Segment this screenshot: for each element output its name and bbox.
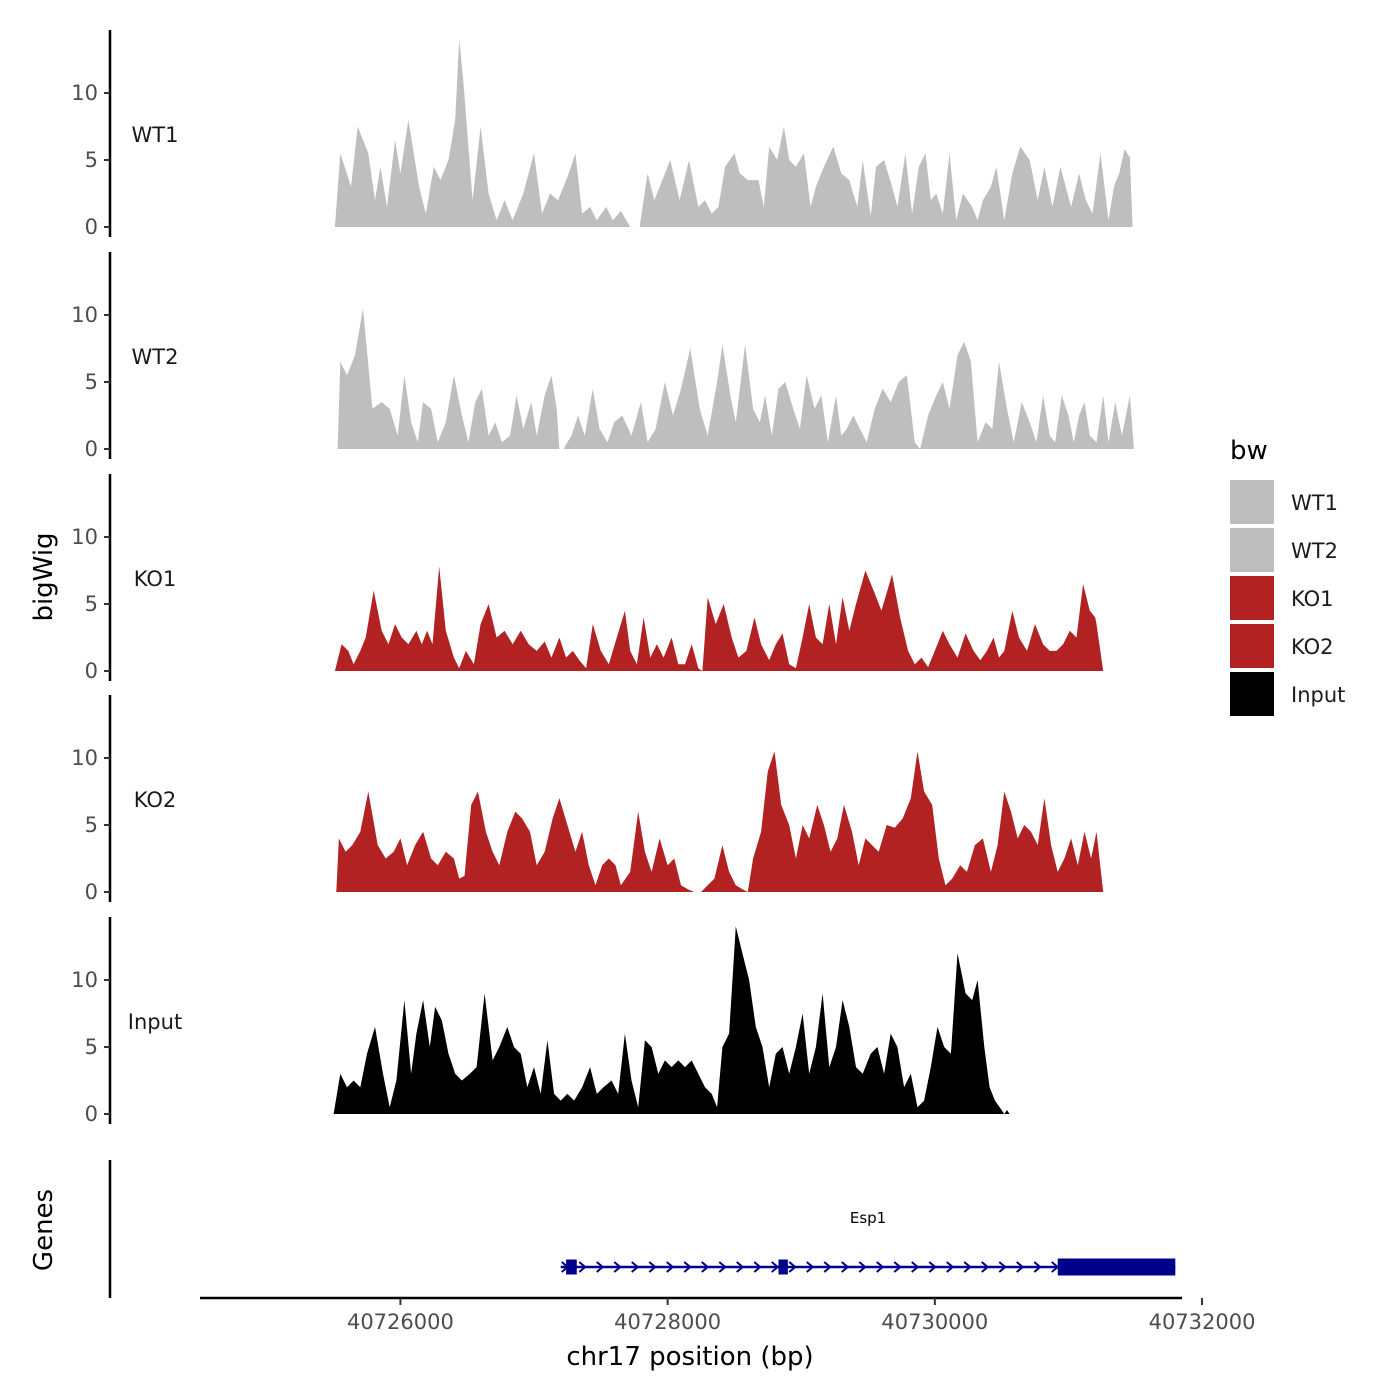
strand-arrow	[963, 1261, 972, 1273]
legend-label-wt2: WT2	[1291, 539, 1338, 563]
legend-swatch-wt2	[1230, 528, 1274, 572]
strand-arrow	[753, 1261, 762, 1273]
track-area-ko1	[334, 566, 1104, 671]
track-area-ko2	[336, 751, 1104, 892]
strand-arrow	[718, 1261, 727, 1273]
y-tick-label: 0	[85, 215, 98, 239]
strand-arrow	[771, 1261, 780, 1273]
y-tick-label: 5	[85, 148, 98, 172]
track-label-wt2: WT2	[132, 345, 179, 369]
track-ko1: KO1 0 5 10	[71, 474, 1104, 683]
y-tick-label: 10	[71, 746, 98, 770]
y-tick-label: 5	[85, 1035, 98, 1059]
gene-name-label: Esp1	[850, 1209, 886, 1227]
x-tick-label: 40732000	[1149, 1310, 1256, 1334]
y-tick-label: 5	[85, 592, 98, 616]
y-axis-title: bigWig	[29, 532, 59, 621]
genes-layer: Esp1	[560, 1209, 1176, 1276]
strand-arrow	[701, 1261, 710, 1273]
y-tick-label: 5	[85, 370, 98, 394]
strand-arrow	[1051, 1261, 1060, 1273]
strand-arrow	[648, 1261, 657, 1273]
y-tick-label: 0	[85, 1102, 98, 1126]
legend: bw WT1 WT2 KO1 KO2 Input	[1230, 436, 1345, 716]
strand-arrow	[946, 1261, 955, 1273]
strand-arrow	[806, 1261, 815, 1273]
legend-label-wt1: WT1	[1291, 491, 1338, 515]
gene-exon	[1057, 1258, 1176, 1276]
legend-swatch-input	[1230, 672, 1274, 716]
y-tick-label: 0	[85, 659, 98, 683]
tracks-layer: WT1 0 5 10 WT2 0 5 10 KO1 0 5 10 KO2 0 5 10 Input 0 5 10	[71, 30, 1134, 1126]
legend-swatch-ko2	[1230, 624, 1274, 668]
track-area-wt2	[337, 308, 1134, 449]
strand-arrow	[858, 1261, 867, 1273]
x-axis-title: chr17 position (bp)	[566, 1342, 813, 1372]
gene-exon	[566, 1259, 577, 1275]
y-tick-label: 0	[85, 880, 98, 904]
strand-arrow	[788, 1261, 797, 1273]
legend-title: bw	[1230, 436, 1268, 466]
strand-arrow	[578, 1261, 587, 1273]
strand-arrow	[631, 1261, 640, 1273]
strand-arrow	[998, 1261, 1007, 1273]
track-label-ko1: KO1	[134, 567, 177, 591]
genes-axis-title: Genes	[29, 1189, 59, 1271]
strand-arrow	[683, 1261, 692, 1273]
track-label-ko2: KO2	[134, 788, 177, 812]
x-tick-label: 40730000	[881, 1310, 988, 1334]
legend-label-ko1: KO1	[1291, 587, 1334, 611]
gene-exon	[778, 1259, 788, 1275]
x-tick-label: 40728000	[614, 1310, 721, 1334]
strand-arrow	[736, 1261, 745, 1273]
legend-swatch-ko1	[1230, 576, 1274, 620]
strand-arrow	[823, 1261, 832, 1273]
strand-arrow	[841, 1261, 850, 1273]
strand-arrow	[1033, 1261, 1042, 1273]
y-tick-label: 10	[71, 968, 98, 992]
y-tick-label: 10	[71, 81, 98, 105]
track-wt1: WT1 0 5 10	[71, 30, 1133, 239]
strand-arrow	[1016, 1261, 1025, 1273]
track-label-input: Input	[128, 1010, 182, 1034]
track-area-input	[333, 926, 1010, 1114]
y-tick-label: 10	[71, 303, 98, 327]
y-tick-label: 5	[85, 813, 98, 837]
gene-esp1: Esp1	[560, 1209, 1176, 1276]
x-tick-label: 40726000	[347, 1310, 454, 1334]
legend-label-ko2: KO2	[1291, 635, 1334, 659]
axes-layer: 40726000 40728000 40730000 40732000	[108, 1160, 1256, 1334]
strand-arrow	[893, 1261, 902, 1273]
track-wt2: WT2 0 5 10	[71, 252, 1134, 461]
strand-arrow	[928, 1261, 937, 1273]
strand-arrow	[981, 1261, 990, 1273]
legend-label-input: Input	[1291, 683, 1345, 707]
track-area-wt1	[334, 39, 1133, 228]
track-ko2: KO2 0 5 10	[71, 695, 1104, 904]
y-tick-label: 0	[85, 437, 98, 461]
strand-arrow	[613, 1261, 622, 1273]
track-input: Input 0 5 10	[71, 917, 1010, 1126]
strand-arrow	[876, 1261, 885, 1273]
strand-arrow	[596, 1261, 605, 1273]
track-label-wt1: WT1	[132, 123, 179, 147]
legend-swatch-wt1	[1230, 480, 1274, 524]
strand-arrow	[666, 1261, 675, 1273]
y-tick-label: 10	[71, 525, 98, 549]
strand-arrow	[911, 1261, 920, 1273]
